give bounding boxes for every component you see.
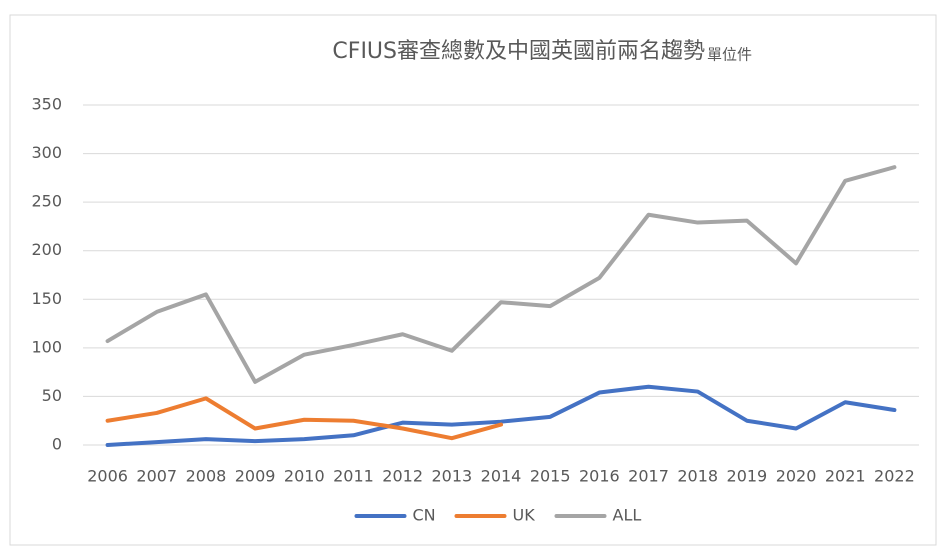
legend-label: UK	[513, 506, 536, 525]
x-tick-label: 2022	[874, 467, 915, 486]
y-tick-label: 50	[42, 386, 62, 405]
y-tick-label: 150	[31, 289, 62, 308]
x-tick-label: 2011	[333, 467, 374, 486]
x-tick-label: 2019	[727, 467, 768, 486]
y-tick-label: 100	[31, 337, 62, 356]
chart-border	[9, 14, 937, 546]
legend-label: CN	[413, 506, 436, 525]
y-tick-label: 0	[52, 435, 62, 454]
x-tick-label: 2013	[431, 467, 472, 486]
x-tick-label: 2010	[284, 467, 325, 486]
x-tick-label: 2018	[677, 467, 718, 486]
x-tick-label: 2015	[530, 467, 571, 486]
series-line	[105, 396, 503, 441]
y-tick-label: 200	[31, 240, 62, 259]
series-line	[105, 384, 897, 447]
x-tick-label: 2021	[825, 467, 866, 486]
chart-subtitle: 單位件	[707, 46, 752, 64]
x-tick-label: 2009	[235, 467, 276, 486]
y-tick-label: 250	[31, 192, 62, 211]
y-tick-label: 350	[31, 95, 62, 114]
chart-title: CFIUS審查總數及中國英國前兩名趨勢	[332, 39, 705, 64]
legend-label: ALL	[613, 506, 642, 525]
x-tick-label: 2006	[87, 467, 128, 486]
series-line	[105, 165, 897, 384]
x-tick-label: 2020	[776, 467, 817, 486]
x-tick-label: 2017	[628, 467, 669, 486]
x-tick-label: 2008	[186, 467, 227, 486]
x-tick-label: 2007	[136, 467, 177, 486]
y-tick-label: 300	[31, 143, 62, 162]
x-tick-label: 2016	[579, 467, 620, 486]
x-tick-label: 2012	[382, 467, 423, 486]
x-tick-label: 2014	[481, 467, 522, 486]
